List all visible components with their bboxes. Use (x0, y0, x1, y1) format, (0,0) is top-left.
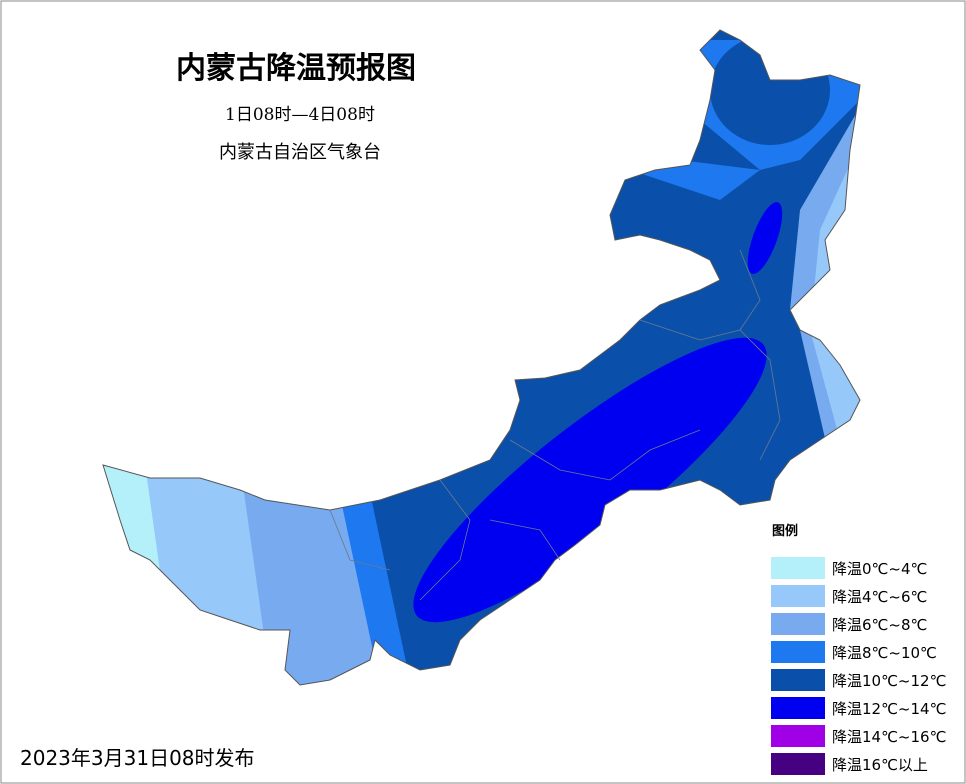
legend-label: 降温8℃~10℃ (832, 644, 937, 662)
title: 内蒙古降温预报图 (176, 51, 416, 86)
legend-label: 降温16℃以上 (832, 756, 928, 774)
legend-label: 降温10℃~12℃ (832, 672, 946, 690)
legend-swatch (771, 585, 825, 607)
legend-swatch (771, 669, 825, 691)
footer: 2023年3月31日08时发布 (20, 746, 255, 770)
legend-title: 图例 (772, 523, 798, 539)
legend-swatch (771, 697, 825, 719)
boundaries (329, 249, 781, 601)
period: 1日08时—4日08时 (225, 105, 375, 125)
legend-label: 降温12℃~14℃ (832, 700, 946, 718)
legend-label: 降温0℃~4℃ (832, 560, 927, 578)
legend-swatch (771, 641, 825, 663)
issuer: 内蒙古自治区气象台 (219, 142, 381, 163)
legend-label: 降温14℃~16℃ (832, 728, 946, 746)
legend-label: 降温6℃~8℃ (832, 616, 927, 634)
legend-swatch (771, 753, 825, 775)
legend-swatch (771, 557, 825, 579)
legend-label: 降温4℃~6℃ (832, 588, 927, 606)
legend-swatch (771, 725, 825, 747)
legend: 降温0℃~4℃ 降温4℃~6℃ 降温6℃~8℃ 降温8℃~10℃ 降温10℃~12℃ 降温… (771, 557, 946, 775)
legend-swatch (771, 613, 825, 635)
